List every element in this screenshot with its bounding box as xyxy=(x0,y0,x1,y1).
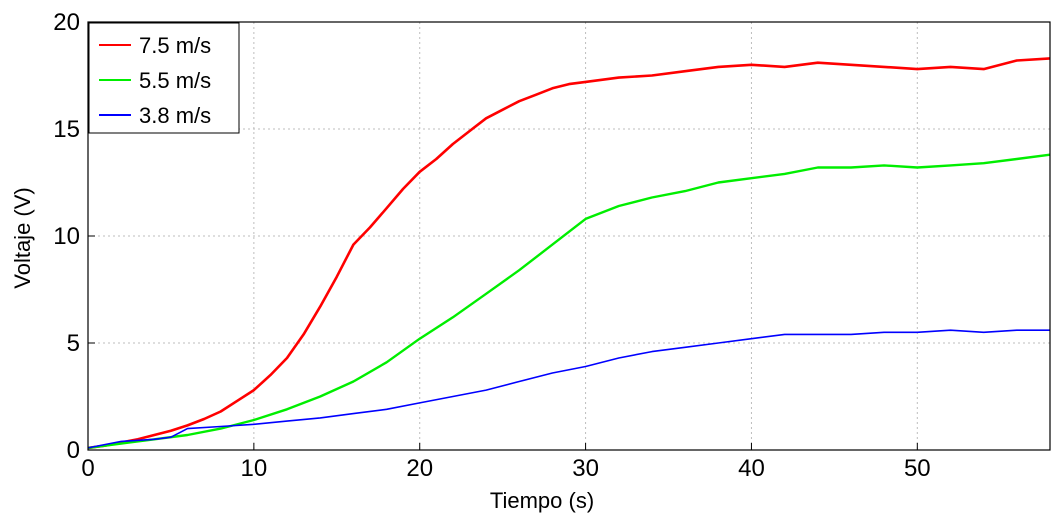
x-axis-label: Tiempo (s) xyxy=(490,488,594,513)
series-lines xyxy=(87,57,1051,450)
y-axis-label: Voltaje (V) xyxy=(10,187,35,289)
legend-label: 5.5 m/s xyxy=(139,68,211,93)
legend: 7.5 m/s 5.5 m/s 3.8 m/s xyxy=(88,22,240,134)
x-tick-label: 0 xyxy=(81,455,94,482)
series-line-3 xyxy=(87,329,1050,449)
legend-label: 3.8 m/s xyxy=(139,103,211,128)
x-tick-label: 30 xyxy=(572,455,599,482)
y-tick-label: 15 xyxy=(53,116,80,143)
y-tick-label: 5 xyxy=(67,330,80,357)
x-tick-label: 20 xyxy=(406,455,433,482)
x-tick-label: 40 xyxy=(738,455,765,482)
axis-ticks: 0 10 20 30 40 50 0 5 10 15 20 xyxy=(53,9,930,482)
y-tick-label: 20 xyxy=(53,9,80,36)
y-tick-label: 0 xyxy=(67,437,80,464)
legend-label: 7.5 m/s xyxy=(139,33,211,58)
x-tick-label: 10 xyxy=(241,455,268,482)
series-line-1 xyxy=(87,57,1051,450)
y-tick-label: 10 xyxy=(53,223,80,250)
series-line-2 xyxy=(87,153,1051,450)
grid-lines xyxy=(88,22,1050,450)
x-tick-label: 50 xyxy=(904,455,931,482)
